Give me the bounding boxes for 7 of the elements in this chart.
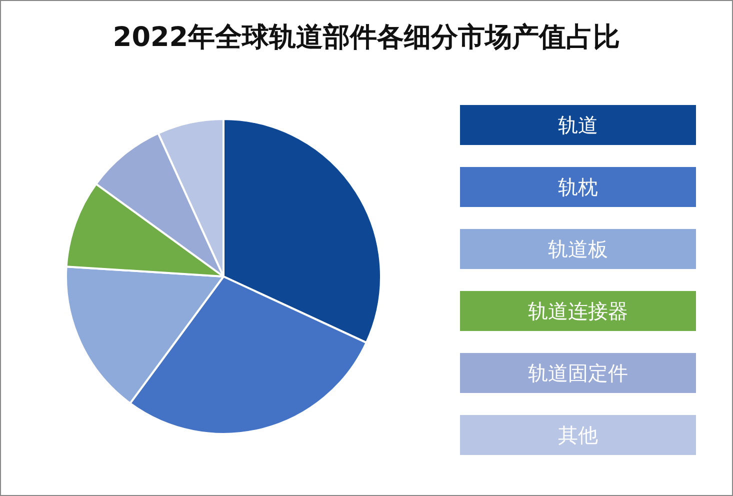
- legend-label: 轨道: [558, 105, 598, 145]
- legend-label: 轨道板: [548, 229, 608, 269]
- legend-label: 轨枕: [558, 167, 598, 207]
- legend-label: 其他: [558, 415, 598, 455]
- legend-label: 轨道连接器: [528, 291, 628, 331]
- chart-title: 2022年全球轨道部件各细分市场产值占比: [112, 21, 622, 55]
- legend-label: 轨道固定件: [528, 353, 628, 393]
